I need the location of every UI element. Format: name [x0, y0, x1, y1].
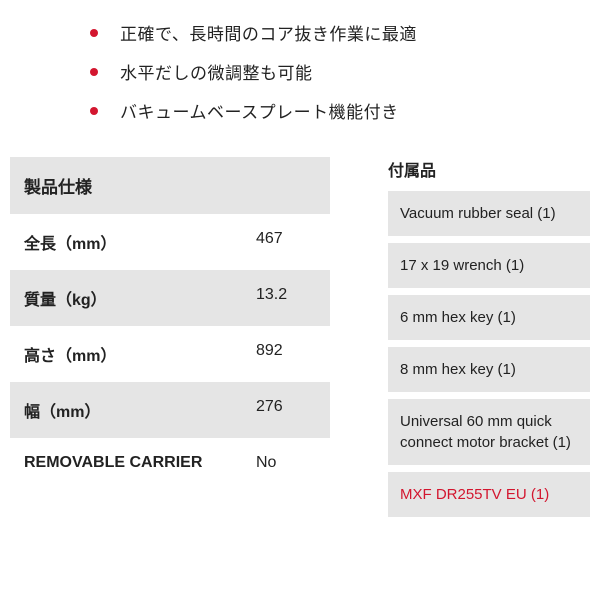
- spec-label: 質量（kg）: [24, 286, 256, 310]
- accessories-header: 付属品: [388, 157, 590, 191]
- spec-label: 高さ（mm）: [24, 342, 256, 366]
- accessory-item: Universal 60 mm quick connect motor brac…: [388, 399, 590, 465]
- accessory-item: Vacuum rubber seal (1): [388, 191, 590, 236]
- bullet-item: バキュームベースプレート機能付き: [90, 98, 570, 123]
- bullet-icon: [90, 68, 98, 76]
- specs-header: 製品仕様: [10, 157, 330, 214]
- accessories-list: 付属品 Vacuum rubber seal (1) 17 x 19 wrenc…: [338, 157, 590, 524]
- spec-label: 全長（mm）: [24, 230, 256, 254]
- spec-value: 467: [256, 230, 316, 254]
- accessory-item: 6 mm hex key (1): [388, 295, 590, 340]
- spec-label: REMOVABLE CARRIER: [24, 454, 256, 472]
- spec-row: 質量（kg） 13.2: [10, 270, 330, 326]
- accessory-item: 8 mm hex key (1): [388, 347, 590, 392]
- bullet-item: 水平だしの微調整も可能: [90, 59, 570, 84]
- spec-row: 幅（mm） 276: [10, 382, 330, 438]
- bullet-text: 水平だしの微調整も可能: [120, 59, 313, 84]
- accessory-item-highlight: MXF DR255TV EU (1): [388, 472, 590, 517]
- accessory-item: 17 x 19 wrench (1): [388, 243, 590, 288]
- spec-row: 高さ（mm） 892: [10, 326, 330, 382]
- spec-label: 幅（mm）: [24, 398, 256, 422]
- bullet-icon: [90, 29, 98, 37]
- spec-value: No: [256, 454, 316, 472]
- spec-value: 892: [256, 342, 316, 366]
- spec-row: REMOVABLE CARRIER No: [10, 438, 330, 488]
- lower-section: 製品仕様 全長（mm） 467 質量（kg） 13.2 高さ（mm） 892 幅…: [0, 157, 600, 524]
- bullet-item: 正確で、長時間のコア抜き作業に最適: [90, 20, 570, 45]
- page-container: 正確で、長時間のコア抜き作業に最適 水平だしの微調整も可能 バキュームベースプレ…: [0, 0, 600, 524]
- spec-row: 全長（mm） 467: [10, 214, 330, 270]
- spec-value: 276: [256, 398, 316, 422]
- bullet-text: 正確で、長時間のコア抜き作業に最適: [120, 20, 417, 45]
- bullet-icon: [90, 107, 98, 115]
- specs-table: 製品仕様 全長（mm） 467 質量（kg） 13.2 高さ（mm） 892 幅…: [10, 157, 330, 524]
- bullet-text: バキュームベースプレート機能付き: [120, 98, 399, 123]
- spec-value: 13.2: [256, 286, 316, 310]
- feature-bullets: 正確で、長時間のコア抜き作業に最適 水平だしの微調整も可能 バキュームベースプレ…: [0, 20, 600, 157]
